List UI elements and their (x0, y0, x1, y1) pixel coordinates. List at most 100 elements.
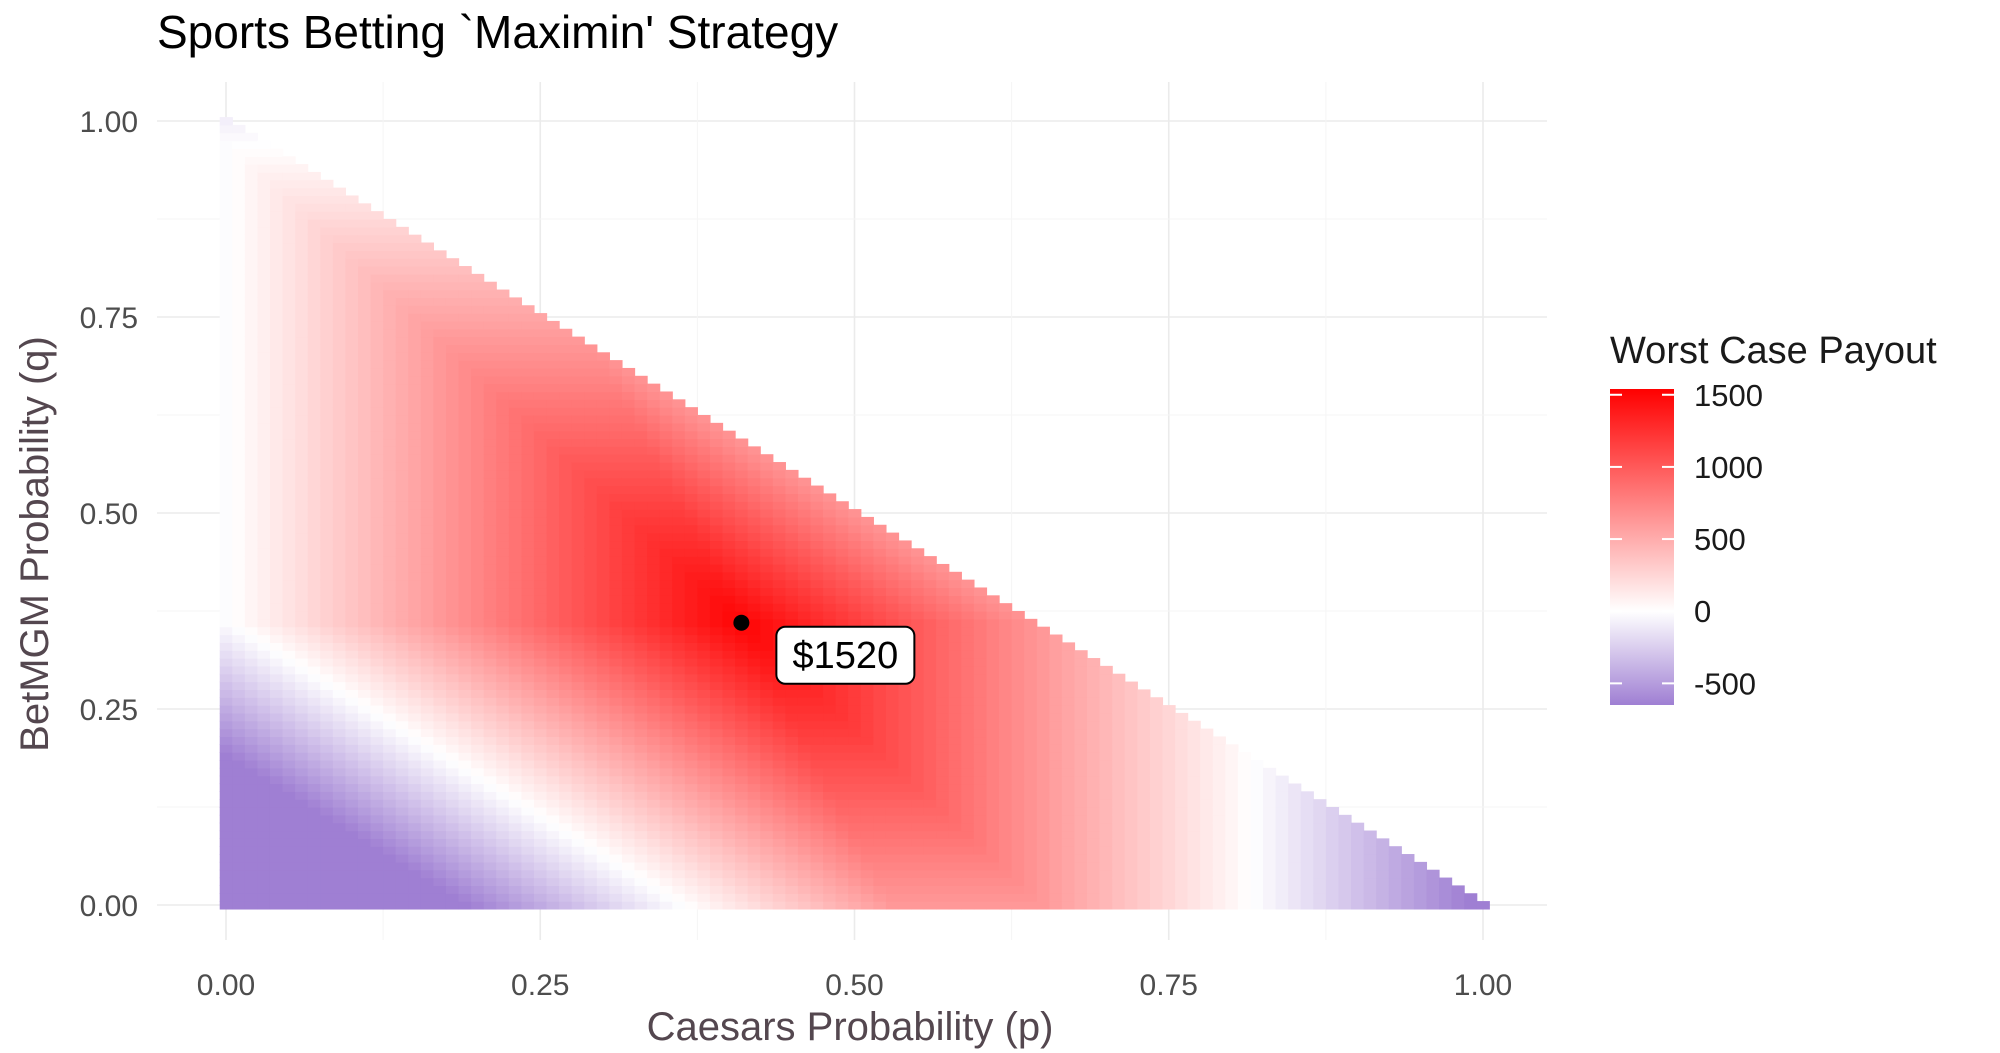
heatmap-cell (797, 705, 812, 714)
heatmap-cell (772, 752, 786, 761)
heatmap-cell (295, 618, 309, 628)
heatmap-cell (244, 799, 259, 808)
heatmap-cell (1137, 799, 1151, 808)
heatmap-cell (320, 399, 334, 408)
heatmap-cell (332, 752, 347, 761)
heatmap-cell (257, 509, 271, 518)
heatmap-cell (584, 415, 598, 424)
heatmap-cell (232, 587, 246, 596)
heatmap-cell (307, 673, 321, 683)
heatmap-cell (735, 462, 749, 471)
heatmap-cell (496, 391, 510, 400)
heatmap-cell (269, 869, 284, 879)
heatmap-cell (1061, 744, 1076, 753)
heatmap-cell (596, 783, 610, 792)
heatmap-cell (282, 266, 296, 275)
heatmap-cell (709, 477, 724, 487)
heatmap-cell (672, 712, 686, 722)
heatmap-cell (483, 438, 497, 447)
heatmap-cell (307, 846, 321, 855)
heatmap-cell (647, 885, 661, 894)
heatmap-cell (521, 375, 535, 385)
heatmap-cell (948, 611, 962, 620)
heatmap-cell (408, 438, 422, 447)
heatmap-cell (496, 783, 510, 792)
heatmap-cell (445, 814, 460, 824)
heatmap-cell (911, 846, 925, 855)
heatmap-cell (383, 712, 397, 722)
heatmap-cell (508, 752, 522, 761)
heatmap-cell (232, 658, 246, 667)
heatmap-cell (898, 548, 912, 557)
heatmap-cell (621, 587, 636, 596)
heatmap-cell (835, 548, 849, 557)
heatmap-cell (433, 854, 447, 863)
heatmap-cell (760, 877, 774, 886)
heatmap-cell (219, 375, 233, 385)
heatmap-cell (747, 689, 761, 698)
heatmap-cell (257, 524, 271, 534)
heatmap-cell (999, 697, 1013, 706)
heatmap-cell (395, 493, 409, 502)
heatmap-cell (835, 516, 849, 526)
heatmap-cell (533, 822, 548, 832)
heatmap-cell (621, 720, 636, 730)
heatmap-cell (797, 595, 812, 604)
heatmap-cell (471, 587, 485, 596)
heatmap-cell (571, 665, 585, 675)
heatmap-cell (647, 712, 661, 722)
heatmap-cell (332, 375, 347, 385)
heatmap-cell (332, 336, 347, 346)
heatmap-cell (659, 705, 673, 714)
heatmap-cell (496, 752, 510, 761)
heatmap-cell (295, 830, 309, 839)
heatmap-cell (735, 822, 749, 832)
heatmap-cell (320, 634, 334, 643)
heatmap-cell (483, 634, 497, 643)
heatmap-cell (533, 407, 548, 416)
heatmap-cell (823, 689, 837, 698)
heatmap-cell (973, 634, 988, 643)
heatmap-cell (471, 618, 485, 628)
heatmap-cell (785, 736, 799, 745)
heatmap-cell (810, 869, 824, 879)
heatmap-cell (408, 430, 422, 440)
heatmap-cell (232, 563, 246, 573)
heatmap-cell (647, 454, 661, 463)
heatmap-cell (999, 728, 1013, 738)
heatmap-cell (659, 493, 673, 502)
heatmap-cell (320, 783, 334, 792)
heatmap-cell (1162, 901, 1176, 910)
heatmap-cell (672, 485, 686, 494)
heatmap-cell (232, 446, 246, 455)
heatmap-cell (370, 830, 384, 839)
heatmap-cell (307, 728, 321, 738)
heatmap-cell (445, 791, 460, 800)
heatmap-cell (546, 415, 560, 424)
heatmap-cell (885, 736, 900, 745)
heatmap-cell (257, 266, 271, 275)
heatmap-cell (672, 885, 686, 894)
heatmap-cell (269, 273, 284, 283)
heatmap-cell (885, 759, 900, 769)
heatmap-cell (232, 705, 246, 714)
heatmap-cell (546, 320, 560, 330)
heatmap-cell (659, 869, 673, 879)
heatmap-cell (760, 705, 774, 714)
heatmap-cell (433, 336, 447, 346)
heatmap-cell (911, 767, 925, 777)
heatmap-cell (1112, 759, 1126, 769)
heatmap-cell (898, 728, 912, 738)
heatmap-cell (269, 438, 284, 447)
heatmap-cell (357, 791, 372, 800)
heatmap-cell (483, 556, 497, 565)
heatmap-cell (621, 681, 636, 690)
heatmap-cell (508, 830, 522, 839)
heatmap-cell (345, 297, 359, 306)
heatmap-cell (282, 493, 296, 502)
heatmap-cell (269, 187, 284, 197)
heatmap-cell (232, 681, 246, 690)
heatmap-cell (357, 422, 372, 432)
heatmap-cell (345, 462, 359, 471)
heatmap-cell (370, 501, 384, 510)
